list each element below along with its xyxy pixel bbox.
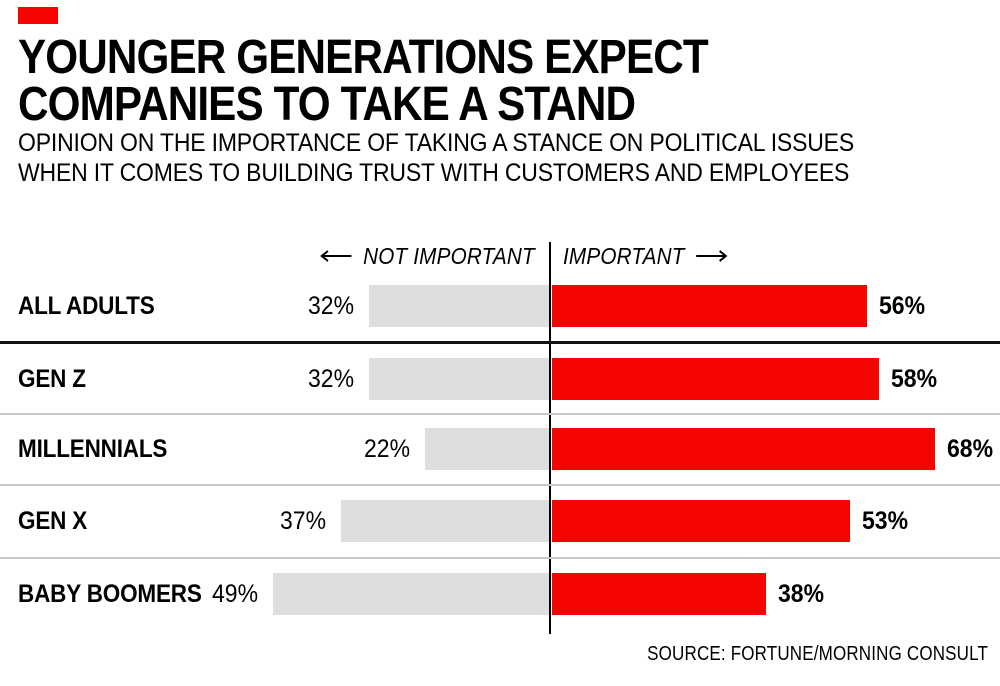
axis-label-not-important: NOT IMPORTANT	[318, 242, 535, 270]
chart-row: ALL ADULTS 32% 56%	[0, 285, 1000, 327]
left-value-label: 37%	[279, 507, 326, 535]
chart-row: MILLENNIALS 22% 68%	[0, 428, 1000, 470]
left-value-label: 49%	[211, 580, 258, 608]
subtitle-line: OPINION ON THE IMPORTANCE OF TAKING A ST…	[18, 129, 854, 157]
category-label: GEN Z	[18, 365, 86, 393]
chart-title: YOUNGER GENERATIONS EXPECT COMPANIES TO …	[18, 31, 709, 131]
axis-label-text: NOT IMPORTANT	[363, 242, 535, 269]
source-credit: SOURCE: FORTUNE/MORNING CONSULT	[647, 643, 988, 665]
right-value-label: 68%	[947, 435, 994, 463]
right-value-label: 38%	[778, 580, 825, 608]
axis-label-text: IMPORTANT	[563, 242, 685, 269]
right-value-label: 58%	[891, 365, 938, 393]
center-axis-line	[549, 242, 551, 634]
not-important-bar	[425, 428, 549, 470]
chart-row: GEN X 37% 53%	[0, 500, 1000, 542]
right-value-label: 56%	[879, 292, 926, 320]
row-divider	[0, 341, 1000, 344]
arrow-right-icon	[696, 250, 728, 262]
important-bar	[552, 358, 879, 400]
row-divider	[0, 484, 1000, 486]
important-bar	[552, 428, 935, 470]
axis-label-important: IMPORTANT	[563, 242, 730, 270]
arrow-left-icon	[320, 250, 352, 262]
title-line: YOUNGER GENERATIONS EXPECT	[18, 31, 709, 84]
left-value-label: 32%	[307, 365, 354, 393]
category-label: BABY BOOMERS	[18, 580, 202, 608]
row-divider	[0, 413, 1000, 415]
chart-row: GEN Z 32% 58%	[0, 358, 1000, 400]
not-important-bar	[341, 500, 549, 542]
category-label: GEN X	[18, 507, 88, 535]
row-divider	[0, 556, 1000, 559]
chart-row: BABY BOOMERS 49% 38%	[0, 573, 1000, 615]
category-label: MILLENNIALS	[18, 435, 168, 463]
left-value-label: 22%	[363, 435, 410, 463]
important-bar	[552, 573, 766, 615]
important-bar	[552, 500, 850, 542]
left-value-label: 32%	[307, 292, 354, 320]
not-important-bar	[273, 573, 549, 615]
subtitle-line: WHEN IT COMES TO BUILDING TRUST WITH CUS…	[18, 159, 850, 187]
not-important-bar	[369, 285, 549, 327]
important-bar	[552, 285, 867, 327]
brand-accent-bar	[18, 7, 58, 24]
not-important-bar	[369, 358, 549, 400]
title-line: COMPANIES TO TAKE A STAND	[18, 78, 636, 131]
category-label: ALL ADULTS	[18, 292, 155, 320]
chart-subtitle: OPINION ON THE IMPORTANCE OF TAKING A ST…	[18, 128, 854, 188]
right-value-label: 53%	[862, 507, 909, 535]
